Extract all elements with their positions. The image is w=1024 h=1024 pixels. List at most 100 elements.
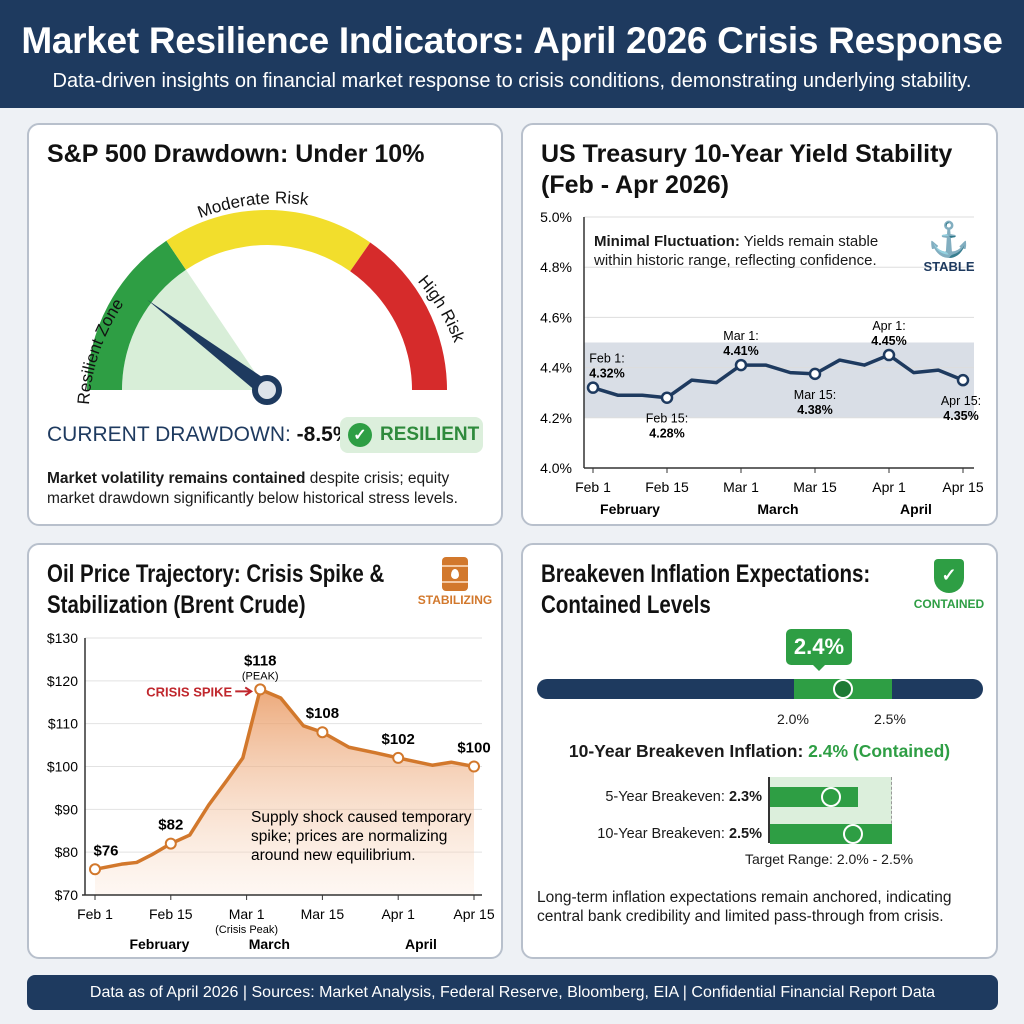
peak-label: (PEAK)	[242, 670, 279, 682]
month-label: February	[129, 936, 189, 952]
x-tick-label: Feb 1	[77, 906, 113, 922]
x-tick-label: Mar 1	[723, 479, 759, 495]
note-text: despite crisis; equity market drawdown s…	[47, 470, 458, 507]
breakeven-summary: 10-Year Breakeven Inflation: 2.4% (Conta…	[523, 741, 996, 762]
y-tick-label: $110	[48, 716, 78, 732]
breakeven-bar	[770, 787, 858, 807]
title-line: Stabilization (Brent Crude)	[47, 591, 306, 619]
target-range-label: Target Range: 2.0% - 2.5%	[745, 851, 914, 867]
point-label-date: Mar 1:	[723, 329, 758, 343]
current-marker	[833, 679, 853, 699]
data-point	[468, 760, 480, 773]
y-tick-label: $70	[55, 887, 79, 903]
breakeven-bar	[770, 824, 892, 844]
shield-check-icon: ✓	[934, 559, 964, 593]
range-high-label: 2.5%	[874, 711, 906, 727]
x-tick-label: Mar 1	[229, 906, 265, 922]
price-label: $76	[93, 842, 118, 859]
row-value: 2.3%	[728, 789, 762, 805]
note-text: Yields remain stable	[739, 233, 879, 250]
price-label: $82	[158, 817, 183, 834]
data-point	[254, 683, 267, 696]
oil-price-chart: $70 $80 $90 $100 $110 $120 $130 Feb 1 Feb 15 Mar …	[47, 630, 495, 952]
y-tick-label: $90	[55, 801, 79, 817]
point-label-value: 4.35%	[943, 409, 978, 423]
y-tick-label: 4.0%	[540, 460, 572, 476]
note-text: within historic range, reflecting confid…	[594, 252, 877, 269]
x-tick-label: Apr 1	[381, 906, 415, 922]
arrow-right-icon	[235, 686, 254, 697]
y-tick-label: $120	[47, 673, 78, 689]
panel-title: S&P 500 Drawdown: Under 10%	[47, 140, 425, 168]
point-label-date: Feb 1:	[589, 352, 624, 366]
price-area	[95, 689, 474, 895]
title-line: Contained Levels	[541, 591, 711, 619]
x-tick-label: Mar 15	[301, 906, 345, 922]
note-line: Long-term inflation expectations remain …	[537, 889, 952, 906]
x-tick-label: Apr 15	[453, 906, 494, 922]
stable-range-band	[584, 342, 974, 418]
point-label-value: 4.38%	[797, 403, 832, 417]
panel-title: US Treasury 10-Year Yield Stability (Feb …	[541, 139, 952, 201]
y-tick-label: $130	[47, 630, 78, 646]
badge-label: RESILIENT	[380, 424, 480, 445]
breakeven-row: 10-Year Breakeven: 2.5%	[523, 826, 762, 842]
data-point	[316, 726, 329, 739]
callout-pointer	[812, 664, 826, 678]
point-label-date: Mar 15:	[794, 388, 836, 402]
breakeven-marker	[843, 824, 863, 844]
data-point	[586, 381, 600, 394]
resilient-badge: ✓ RESILIENT	[340, 417, 483, 453]
point-label-date: Apr 15:	[941, 394, 981, 408]
data-point	[89, 863, 101, 876]
x-tick-label: Feb 15	[645, 479, 689, 495]
drawdown-label: CURRENT DRAWDOWN:	[47, 423, 291, 446]
stabilizing-badge: STABILIZING	[415, 557, 495, 607]
treasury-panel: US Treasury 10-Year Yield Stability (Feb …	[521, 123, 998, 526]
gauge-segment-yellow	[166, 210, 371, 272]
oil-panel: Oil Price Trajectory: Crisis Spike & Stab…	[27, 543, 503, 959]
price-label: $118	[244, 652, 277, 669]
annotation-line: spike; prices are normalizing	[251, 828, 447, 845]
data-point	[734, 358, 748, 372]
drawdown-readout: CURRENT DRAWDOWN: -8.5%	[47, 423, 352, 447]
breakeven-panel: Breakeven Inflation Expectations: Contain…	[521, 543, 998, 959]
title-line: Breakeven Inflation Expectations:	[541, 560, 871, 588]
point-label-value: 4.41%	[723, 344, 758, 358]
oil-barrel-icon	[442, 557, 468, 591]
price-label: $102	[382, 731, 415, 748]
check-circle-icon: ✓	[348, 423, 372, 447]
sp500-note: Market volatility remains contained desp…	[47, 469, 492, 509]
breakeven-callout: 2.4%	[786, 629, 852, 665]
data-point	[956, 373, 970, 387]
point-label-value: 4.45%	[871, 334, 906, 348]
anchor-icon: ⚓	[927, 221, 971, 259]
needle-hub	[252, 375, 282, 405]
drawdown-gauge: Resilient Zone Moderate Risk High Risk	[74, 188, 469, 405]
range-low-label: 2.0%	[777, 711, 809, 727]
y-tick-label: 5.0%	[540, 209, 572, 225]
footer: Data as of April 2026 | Sources: Market …	[27, 975, 998, 1010]
x-tick-label: Feb 1	[575, 479, 611, 495]
month-label: February	[600, 501, 660, 517]
row-label: 10-Year Breakeven:	[597, 826, 729, 842]
title-line: Oil Price Trajectory: Crisis Spike &	[47, 560, 385, 588]
inflation-range-bar	[537, 679, 983, 699]
note-bold: Market volatility remains contained	[47, 470, 306, 487]
breakeven-note: Long-term inflation expectations remain …	[537, 888, 951, 926]
stable-badge: ⚓ STABLE	[919, 221, 979, 274]
data-point	[392, 751, 405, 764]
treasury-note: Minimal Fluctuation: Yields remain stabl…	[594, 232, 878, 270]
data-point	[882, 348, 896, 362]
header: Market Resilience Indicators: April 2026…	[0, 0, 1024, 108]
panel-title: Oil Price Trajectory: Crisis Spike & Stab…	[47, 559, 384, 621]
yield-line	[592, 353, 964, 400]
y-tick-label: 4.4%	[540, 360, 572, 376]
footer-text: Data as of April 2026 | Sources: Market …	[89, 984, 936, 1001]
drawdown-value: -8.5%	[296, 423, 352, 446]
x-tick-label: Apr 15	[942, 479, 983, 495]
note-bold: Minimal Fluctuation:	[594, 233, 740, 250]
note-line: central bank credibility and limited pas…	[537, 908, 944, 925]
crisis-spike-label: CRISIS SPIKE	[146, 684, 232, 699]
point-label-value: 4.32%	[589, 367, 624, 381]
